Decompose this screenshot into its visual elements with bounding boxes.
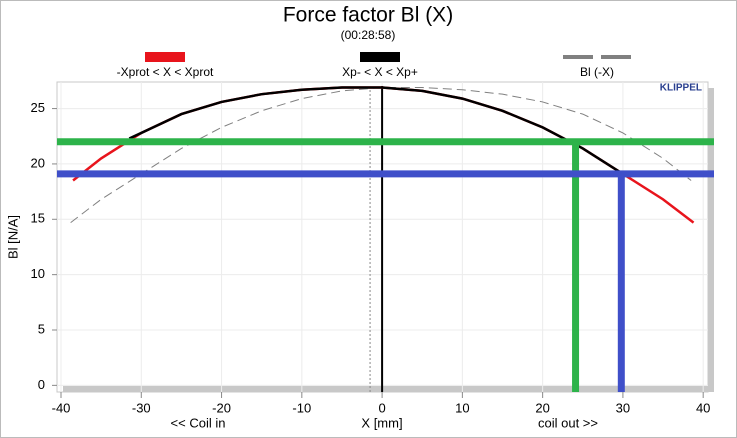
- series-line: [128, 86, 624, 175]
- chart-subtitle: (00:28:58): [341, 28, 396, 42]
- legend-label: Xp- < X < Xp+: [342, 65, 418, 79]
- y-tick-label: 25: [31, 100, 45, 115]
- y-tick-label: 20: [31, 155, 45, 170]
- legend-swatch: [145, 52, 185, 62]
- y-tick-label: 5: [38, 321, 45, 336]
- legend-swatch: [360, 52, 400, 62]
- x-tick-label: 0: [378, 400, 385, 415]
- x-tick-label: -30: [132, 400, 151, 415]
- y-tick-label: 15: [31, 211, 45, 226]
- x-tick-label: -10: [292, 400, 311, 415]
- y-tick-label: 0: [38, 377, 45, 392]
- brand-label: KLIPPEL: [660, 83, 702, 94]
- chart-title: Force factor Bl (X): [283, 4, 453, 27]
- series-line: [70, 87, 692, 224]
- legend-label: -Xprot < X < Xprot: [117, 65, 214, 79]
- right-bar: [708, 88, 714, 392]
- x-tick-label: -20: [212, 400, 231, 415]
- bottom-bar: [63, 386, 714, 392]
- x-tick-label: 20: [535, 400, 549, 415]
- y-axis-label: Bl [N/A]: [5, 215, 20, 259]
- annotation: << Coil in: [171, 415, 226, 430]
- y-tick-label: 10: [31, 266, 45, 281]
- x-tick-label: -40: [52, 400, 71, 415]
- x-axis-label: X [mm]: [361, 415, 402, 430]
- legend-label: Bl (-X): [580, 65, 614, 79]
- annotation: coil out >>: [538, 415, 598, 430]
- x-tick-label: 40: [696, 400, 710, 415]
- x-tick-label: 10: [455, 400, 469, 415]
- x-tick-label: 30: [616, 400, 630, 415]
